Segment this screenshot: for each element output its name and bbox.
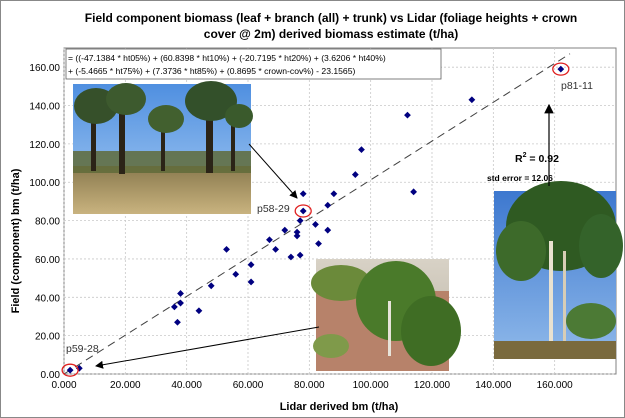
- arrow-to-p58-29: [248, 143, 298, 199]
- data-point: [177, 290, 184, 297]
- y-tick-label: 160.00: [29, 63, 60, 74]
- tall-forest-photo: [494, 181, 623, 359]
- x-tick-label: 140.000: [475, 380, 512, 391]
- data-point: [171, 303, 178, 311]
- data-point: [468, 96, 476, 104]
- x-tick-label: 160.000: [537, 380, 574, 391]
- data-point: [296, 217, 304, 224]
- data-point: [247, 261, 255, 269]
- x-tick-label: 100.000: [353, 380, 390, 391]
- data-point: [299, 190, 307, 198]
- data-point: [315, 240, 322, 247]
- data-point: [281, 226, 289, 234]
- data-point: [174, 318, 181, 326]
- y-tick-label: 20.00: [35, 332, 60, 343]
- data-point: [296, 251, 304, 259]
- data-point: [312, 221, 319, 228]
- data-point: [266, 236, 273, 244]
- highlight-circle-p58-29: [294, 204, 312, 218]
- data-point: [272, 245, 279, 253]
- tick-labels: 0.000 20.000 40.000 60.000 80.000 100.000 120.…: [29, 63, 573, 391]
- x-tick-label: 120.000: [414, 380, 451, 391]
- data-point: [177, 299, 184, 307]
- equation-line-2: + (-5.4665 * ht75%) + (7.3736 * ht85%) +…: [68, 66, 355, 76]
- y-tick-label: 100.00: [29, 178, 60, 189]
- y-tick-label: 60.00: [35, 255, 60, 266]
- data-point: [324, 201, 332, 209]
- x-axis-label: Lidar derived bm (t/ha): [280, 401, 399, 413]
- data-point: [293, 228, 301, 236]
- chart-title-line-2: cover @ 2m) derived biomass estimate (t/…: [204, 27, 458, 41]
- data-point: [195, 307, 203, 315]
- y-tick-label: 40.00: [35, 293, 60, 304]
- highlight-circle-p59-28: [61, 363, 79, 377]
- x-tick-label: 60.000: [233, 380, 264, 391]
- r-squared-label: R2 = 0.92: [515, 152, 559, 165]
- highlight-circle-p81-11: [552, 62, 570, 76]
- x-tick-label: 0.000: [51, 380, 76, 391]
- chart-title-line-1: Field component biomass (leaf + branch (…: [85, 11, 577, 25]
- data-point: [324, 226, 332, 234]
- data-point: [287, 253, 295, 261]
- data-point: [247, 278, 255, 286]
- y-tick-label: 80.00: [35, 217, 60, 228]
- regrowth-scrub-photo: [311, 259, 461, 371]
- equation-line-1: = ((-47.1384 * ht05%) + (60.8398 * ht10%…: [68, 53, 386, 63]
- y-axis-label: Field (component) bm (t/ha): [10, 168, 22, 313]
- x-tick-label: 80.000: [294, 380, 325, 391]
- arrow-to-p59-28: [95, 326, 320, 369]
- data-points: [66, 65, 565, 374]
- data-point: [410, 188, 417, 196]
- data-point: [293, 232, 301, 240]
- x-tick-label: 20.000: [110, 380, 141, 391]
- data-point: [66, 366, 74, 374]
- y-tick-label: 0.00: [41, 370, 61, 381]
- equation-box: [65, 48, 442, 80]
- open-woodland-photo: [73, 81, 253, 214]
- data-point: [223, 245, 230, 253]
- trendline: [63, 53, 571, 375]
- std-error-label: std error = 12.06: [487, 173, 553, 183]
- y-tick-label: 140.00: [29, 102, 60, 113]
- data-point: [358, 146, 365, 154]
- data-point: [557, 65, 565, 73]
- annotation-p81-11: p81-11: [561, 80, 593, 92]
- data-point: [232, 270, 240, 278]
- data-point: [330, 190, 338, 198]
- data-point: [207, 282, 215, 290]
- y-tick-label: 120.00: [29, 140, 60, 151]
- x-tick-label: 40.000: [171, 380, 202, 391]
- data-point: [404, 111, 411, 119]
- data-point: [351, 171, 359, 178]
- annotation-p59-28: p59-28: [66, 343, 99, 355]
- data-point: [299, 207, 307, 215]
- annotation-p58-29: p58-29: [257, 203, 290, 215]
